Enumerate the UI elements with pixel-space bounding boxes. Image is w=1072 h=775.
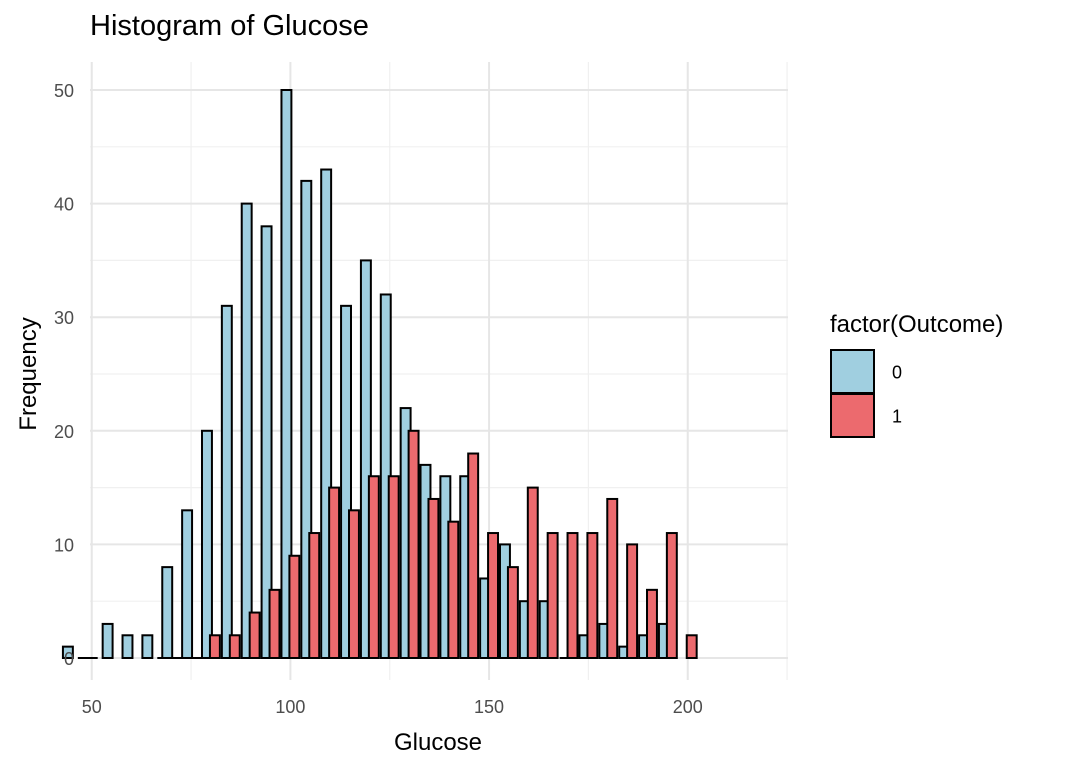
x-tick-label: 150: [474, 697, 504, 717]
bar-series-1: [407, 429, 420, 659]
bar-series-0: [260, 225, 273, 659]
bar-series-1: [387, 475, 400, 659]
bar-series-0: [280, 89, 293, 659]
x-axis-title: Glucose: [394, 729, 482, 756]
x-tick-label: 100: [275, 697, 305, 717]
bar-series-1: [367, 475, 380, 659]
bar-series-1: [328, 486, 341, 659]
bar-series-0: [320, 168, 333, 660]
bar-series-1: [665, 532, 678, 659]
legend-label-0: 0: [892, 363, 902, 383]
bar-series-1: [546, 532, 559, 659]
bar-series-1: [506, 566, 519, 659]
x-tick-label: 200: [673, 697, 703, 717]
bar-series-1: [228, 634, 241, 660]
x-tick-label: 50: [82, 697, 102, 717]
bar-series-1: [586, 532, 599, 659]
bars-layer: [61, 89, 698, 660]
chart-title: Histogram of Glucose: [90, 10, 369, 42]
bar-series-0: [161, 566, 174, 659]
bar-series-1: [566, 532, 579, 659]
bar-series-0: [359, 259, 372, 659]
bar-series-1: [685, 634, 698, 660]
bar-series-1: [467, 452, 480, 659]
bar-series-1: [626, 543, 639, 660]
legend-title: factor(Outcome): [830, 311, 1003, 338]
bar-series-1: [646, 588, 658, 660]
bar-series-1: [427, 497, 440, 659]
bar-series-1: [348, 509, 360, 659]
bar-series-0: [61, 645, 74, 660]
bar-series-0: [340, 304, 352, 659]
bar-series-0: [181, 509, 194, 659]
y-tick-label: 10: [54, 535, 74, 555]
legend-label-1: 1: [892, 407, 902, 427]
y-tick-label: 40: [54, 195, 74, 215]
bar-series-0: [240, 202, 253, 659]
bar-series-1: [308, 532, 321, 659]
y-tick-label: 50: [54, 81, 74, 101]
bar-series-1: [268, 588, 281, 660]
bar-series-0: [200, 429, 213, 659]
bar-series-1: [526, 486, 539, 659]
bar-series-1: [248, 611, 261, 659]
legend-key-1: [830, 393, 875, 438]
bar-series-0: [300, 179, 313, 659]
ticks-layer: 50 100 150 200 0 10 20 30 40 50: [54, 81, 703, 717]
bar-series-1: [447, 520, 460, 659]
y-tick-label: 30: [54, 308, 74, 328]
bar-series-0: [101, 622, 114, 659]
bar-series-0: [220, 304, 233, 659]
y-tick-label: 0: [64, 649, 74, 669]
y-tick-label: 20: [54, 422, 74, 442]
bar-series-0: [141, 634, 154, 660]
legend-key-0: [830, 349, 875, 394]
bar-series-1: [208, 634, 221, 660]
bar-series-1: [288, 554, 301, 660]
bar-series-1: [606, 497, 619, 659]
bar-series-1: [487, 532, 500, 659]
legend: factor(Outcome) 0 1: [830, 311, 1003, 438]
y-axis-title: Frequency: [15, 317, 42, 430]
bar-series-0: [121, 634, 134, 660]
